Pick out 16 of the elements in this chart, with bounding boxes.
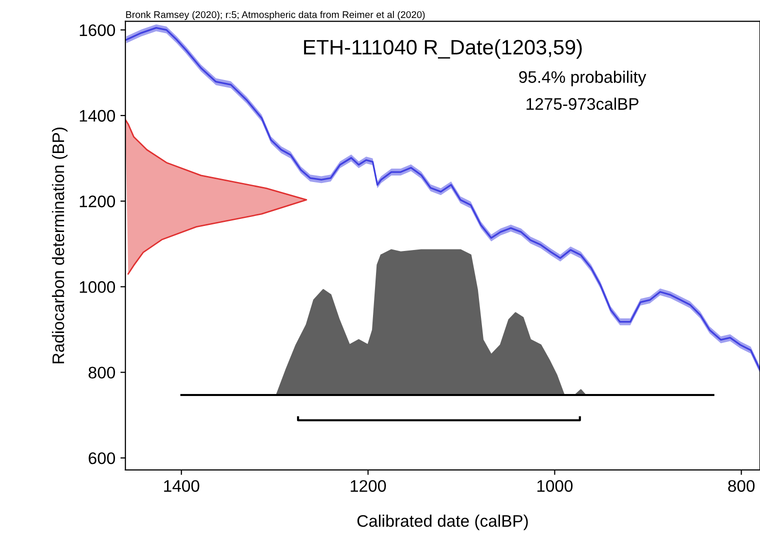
y-tick-label: 1200 — [80, 196, 116, 208]
annotation: 1275-973calBP — [526, 98, 638, 110]
y-tick-label: 1600 — [80, 24, 116, 36]
text: Bronk Ramsey (2020); r:5; Atmospheric data from Reimer et al (2020) — [126, 10, 425, 20]
text: ETH-111040 R_Date(1203,59) — [304, 39, 582, 59]
x-tick-label: 1400 — [164, 480, 200, 492]
x-tick-label: 800 — [728, 480, 755, 492]
y-tick-label: 1400 — [80, 110, 116, 122]
annotation: 95.4% probability — [519, 70, 646, 86]
y-axis-title: Radiocarbon determination (BP) — [52, 128, 68, 364]
x-axis-title: Calibrated date (calBP) — [357, 514, 528, 530]
x-tick-label: 1000 — [537, 480, 573, 492]
y-tick-label: 1000 — [80, 281, 116, 293]
x-tick-label: 1200 — [350, 480, 386, 492]
y-tick-label: 600 — [88, 452, 116, 464]
y-tick-label: 800 — [88, 366, 116, 379]
